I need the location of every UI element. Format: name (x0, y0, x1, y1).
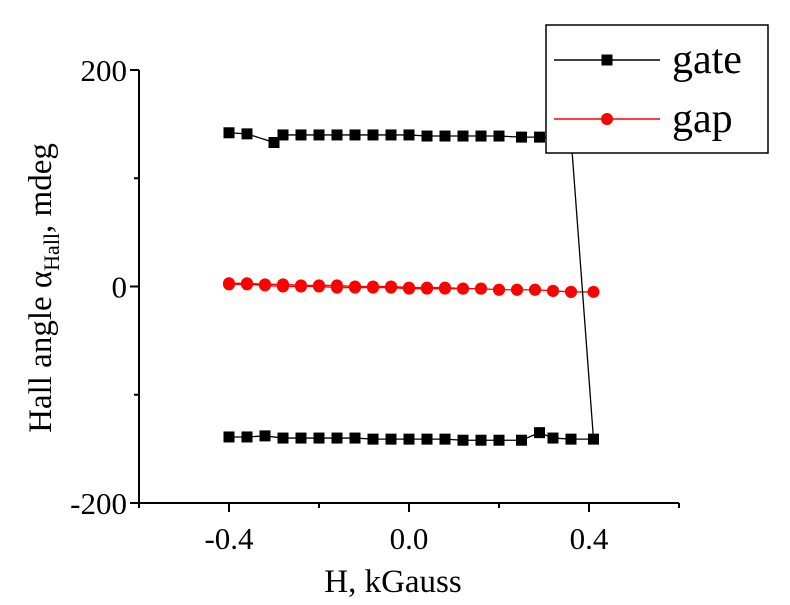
data-point (588, 433, 599, 445)
data-point (439, 433, 451, 445)
legend-label-gate: gate (672, 37, 742, 83)
data-point (331, 432, 343, 444)
data-point (493, 130, 505, 142)
data-point (385, 433, 397, 445)
data-point (295, 279, 307, 292)
data-point (493, 434, 505, 446)
tick-marks (130, 69, 680, 512)
data-point (475, 130, 487, 142)
data-point (223, 127, 235, 139)
data-point (268, 137, 280, 149)
data-point (421, 130, 433, 142)
data-point (313, 129, 325, 141)
data-point (349, 280, 361, 293)
y-tick-label: -200 (70, 486, 127, 521)
data-point (241, 277, 253, 290)
x-axis-title: H, kGauss (324, 564, 462, 600)
data-point (349, 129, 361, 141)
legend-marker-gap (601, 113, 613, 125)
data-point (295, 432, 307, 444)
data-point (223, 277, 235, 290)
x-tick-label: 0.4 (570, 521, 609, 556)
data-point (439, 281, 451, 294)
y-tick-label: 200 (81, 53, 128, 88)
data-point (241, 128, 253, 140)
data-point (547, 432, 559, 444)
data-point (516, 434, 527, 446)
data-point (475, 434, 487, 446)
data-point (331, 279, 343, 292)
data-point (439, 130, 451, 142)
data-point (223, 431, 235, 443)
data-point (259, 430, 271, 442)
data-point (367, 129, 379, 141)
data-series (223, 127, 600, 446)
legend-box (545, 24, 769, 154)
legend-marker-gate (601, 54, 613, 66)
data-point (277, 278, 289, 291)
y-axis-title-subscript: Hall (39, 233, 64, 271)
legend: gate gap (545, 24, 769, 154)
y-axis-title-suffix: , mdeg (23, 143, 59, 233)
data-point (457, 434, 469, 446)
data-point (349, 432, 361, 444)
data-point (331, 129, 343, 141)
data-point (534, 427, 545, 439)
data-point (403, 129, 415, 141)
y-tick-label: 0 (112, 270, 128, 305)
data-point (421, 433, 433, 445)
data-point (587, 285, 600, 298)
x-tick-label: -0.4 (204, 521, 254, 556)
data-point (367, 280, 379, 293)
data-point (277, 129, 289, 141)
series-gap (223, 277, 600, 298)
data-point (367, 433, 379, 445)
data-point (403, 433, 415, 445)
data-point (493, 283, 505, 296)
data-point (475, 282, 487, 295)
data-point (403, 281, 415, 294)
data-point (565, 433, 577, 445)
legend-label-gap: gap (672, 96, 733, 142)
data-point (516, 131, 527, 143)
x-tick-label: 0.0 (390, 521, 429, 556)
data-point (457, 130, 469, 142)
data-point (241, 431, 253, 443)
data-point (385, 129, 397, 141)
data-point (277, 432, 289, 444)
data-point (313, 432, 325, 444)
data-point (421, 281, 433, 294)
y-axis-title: Hall angle αHall, mdeg (23, 143, 64, 433)
data-point (259, 278, 271, 291)
data-point (385, 280, 397, 293)
data-point (529, 283, 541, 296)
data-point (457, 282, 469, 295)
data-point (547, 284, 559, 297)
data-point (534, 131, 545, 143)
data-point (511, 283, 523, 296)
y-axis-title-main: Hall angle α (23, 271, 59, 433)
data-point (295, 129, 307, 141)
tick-labels: -200 0 200 -0.4 0.0 0.4 (70, 53, 609, 556)
data-point (565, 285, 577, 298)
data-point (313, 279, 325, 292)
